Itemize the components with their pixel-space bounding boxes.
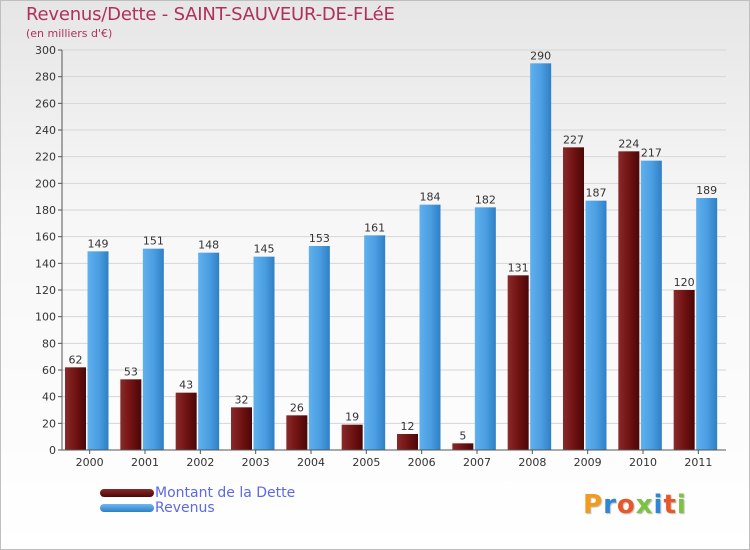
bar-dette	[397, 434, 418, 450]
logo-letter: i	[653, 490, 664, 520]
bar-dette	[231, 407, 252, 450]
y-tick-label: 0	[49, 444, 56, 457]
axes: 0 20 40 60 80 100 120 140 160 180 200 220 240 260 280 3…	[35, 44, 726, 469]
x-tick-label: 2002	[186, 456, 214, 469]
bar-revenus	[474, 207, 496, 450]
x-tick-label: 2007	[463, 456, 491, 469]
x-tick-label: 2005	[352, 456, 380, 469]
value-label-revenus: 161	[364, 221, 385, 234]
bar-dette	[507, 275, 529, 450]
value-label-dette: 120	[674, 276, 695, 289]
y-tick-label: 120	[35, 284, 56, 297]
bar-dette	[618, 151, 640, 451]
bar-revenus	[198, 252, 220, 450]
legend-item-revenus: Revenus	[100, 500, 360, 516]
y-tick-label: 140	[35, 257, 56, 270]
value-label-revenus: 145	[254, 243, 275, 256]
bar-revenus	[585, 200, 607, 450]
logo-letter: i	[676, 490, 687, 520]
x-tick-label: 2001	[131, 456, 159, 469]
value-label-dette: 32	[235, 393, 249, 406]
bar-dette	[120, 379, 142, 450]
value-label-dette: 131	[508, 261, 529, 274]
value-label-dette: 5	[459, 429, 466, 442]
bar-dette	[286, 415, 308, 450]
y-tick-label: 80	[42, 337, 56, 350]
legend-item-dette: Montant de la Dette	[100, 485, 360, 501]
value-label-revenus: 153	[309, 232, 330, 245]
bar-revenus	[696, 198, 718, 450]
y-tick-label: 60	[42, 364, 56, 377]
chart-title: Revenus/Dette - SAINT-SAUVEUR-DE-FLéE	[26, 4, 395, 25]
value-label-revenus: 217	[641, 147, 662, 160]
y-tick-label: 260	[35, 97, 56, 110]
logo-letter: x	[635, 490, 654, 520]
legend-swatch-dette	[100, 489, 154, 497]
value-label-dette: 227	[563, 133, 584, 146]
bar-dette	[673, 290, 695, 450]
y-tick-label: 280	[35, 71, 56, 84]
chart-subtitle: (en milliers d'€)	[26, 27, 113, 40]
legend-label-revenus: Revenus	[155, 500, 215, 516]
x-tick-label: 2008	[518, 456, 546, 469]
proxiti-logo: Proxiti	[583, 490, 687, 520]
value-label-revenus: 189	[696, 184, 717, 197]
bar-revenus	[253, 256, 275, 450]
y-tick-label: 200	[35, 177, 56, 190]
x-tick-label: 2010	[629, 456, 657, 469]
bar-dette	[452, 443, 474, 450]
value-label-revenus: 182	[475, 193, 496, 206]
x-tick-label: 2004	[297, 456, 325, 469]
y-tick-label: 20	[42, 417, 56, 430]
x-tick-label: 2003	[242, 456, 270, 469]
y-tick-label: 180	[35, 204, 56, 217]
x-tick-label: 2000	[76, 456, 104, 469]
value-label-dette: 43	[179, 379, 193, 392]
legend-swatch-revenus	[100, 504, 154, 512]
y-tick-label: 40	[42, 391, 56, 404]
value-label-dette: 53	[124, 365, 138, 378]
value-label-dette: 26	[290, 401, 304, 414]
bar-revenus	[640, 160, 662, 450]
value-label-revenus: 151	[143, 235, 164, 248]
value-label-dette: 224	[618, 137, 639, 150]
bar-dette	[563, 147, 584, 451]
bar-revenus	[364, 235, 386, 450]
value-labels: 62 149 53 151 43 148 32 145 26 153 19 161 12 184 5 182 1…	[69, 49, 718, 442]
bar-revenus	[87, 251, 109, 450]
y-tick-label: 100	[35, 311, 56, 324]
logo-letter: P	[583, 490, 604, 520]
y-tick-label: 160	[35, 231, 56, 244]
x-tick-label: 2006	[408, 456, 436, 469]
x-tick-label: 2011	[684, 456, 712, 469]
bar-revenus	[419, 204, 441, 450]
bar-dette	[175, 392, 197, 450]
value-label-dette: 62	[69, 353, 83, 366]
bar-revenus	[142, 248, 164, 450]
value-label-revenus: 184	[420, 191, 441, 204]
value-label-dette: 19	[345, 411, 359, 424]
bar-revenus	[530, 63, 552, 450]
x-tick-label: 2009	[574, 456, 602, 469]
bar-revenus	[308, 246, 330, 450]
grid-lines	[62, 49, 726, 451]
legend: Montant de la Dette Revenus	[100, 485, 360, 516]
bars	[65, 63, 718, 451]
value-label-revenus: 290	[530, 49, 551, 62]
value-label-revenus: 148	[198, 239, 219, 252]
logo-letter: t	[663, 490, 677, 520]
y-tick-label: 300	[35, 44, 56, 57]
bar-dette	[65, 367, 86, 450]
y-tick-label: 220	[35, 151, 56, 164]
value-label-revenus: 187	[586, 187, 607, 200]
value-label-revenus: 149	[88, 237, 109, 250]
value-label-dette: 12	[401, 420, 415, 433]
legend-label-dette: Montant de la Dette	[155, 485, 296, 501]
bar-dette	[341, 424, 363, 450]
y-tick-label: 240	[35, 124, 56, 137]
logo-letter: r	[603, 490, 617, 520]
logo-letter: o	[616, 490, 636, 520]
